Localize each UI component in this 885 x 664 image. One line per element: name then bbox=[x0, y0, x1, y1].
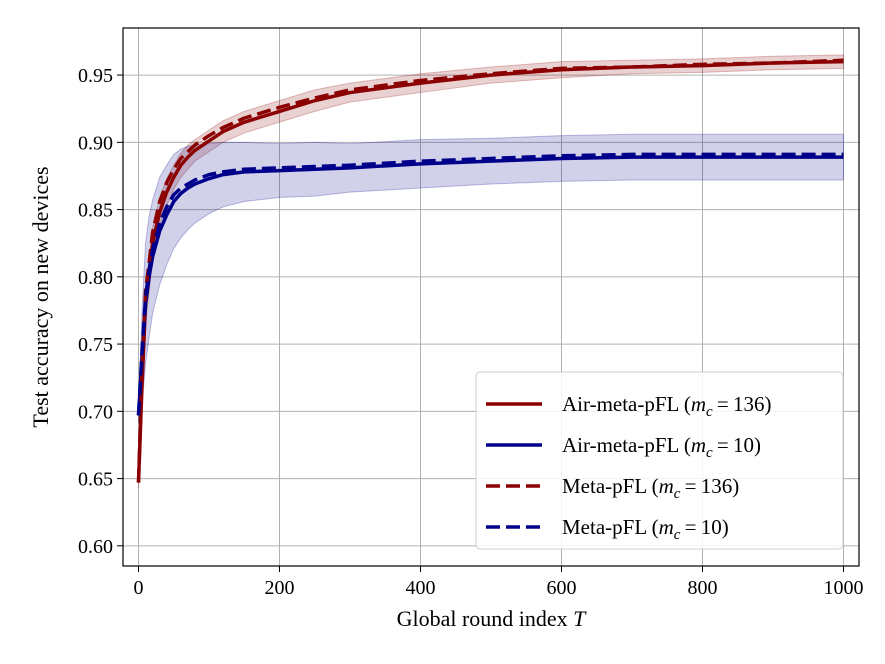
legend-label-3: Meta-pFL (mc = 10) bbox=[562, 515, 729, 543]
x-axis-label: Global round index T bbox=[397, 606, 588, 631]
series-1-band bbox=[138, 133, 844, 424]
x-tick-label: 400 bbox=[406, 577, 436, 599]
x-tick-label: 200 bbox=[265, 577, 295, 599]
series-1-line bbox=[136, 155, 844, 416]
x-tick-label: 1000 bbox=[823, 577, 863, 599]
legend-label-2: Meta-pFL (mc = 136) bbox=[562, 474, 739, 502]
axis-ticks: 0 200 400 600 800 1000 0.60 0.65 0.70 0.75 0.80 0.8… bbox=[78, 65, 863, 599]
y-tick-label: 0.60 bbox=[78, 536, 113, 558]
confidence-bands bbox=[138, 54, 844, 489]
y-tick-label: 0.70 bbox=[78, 401, 113, 423]
legend-box bbox=[475, 371, 844, 550]
y-tick-label: 0.95 bbox=[78, 65, 113, 87]
y-axis-label: Test accuracy on new devices bbox=[28, 166, 53, 427]
series-0-band bbox=[138, 54, 844, 489]
series-lines bbox=[136, 58, 844, 483]
y-tick-label: 0.85 bbox=[78, 200, 113, 222]
series-3-line bbox=[136, 152, 844, 416]
y-tick-label: 0.75 bbox=[78, 334, 113, 356]
legend: Air-meta-pFL (mc = 136) Air-meta-pFL (mc … bbox=[475, 371, 844, 550]
x-tick-label: 600 bbox=[546, 577, 576, 599]
legend-label-0: Air-meta-pFL (mc = 136) bbox=[562, 392, 771, 420]
x-tick-label: 0 bbox=[134, 577, 144, 599]
legend-label-1: Air-meta-pFL (mc = 10) bbox=[562, 433, 761, 461]
y-tick-label: 0.90 bbox=[78, 132, 113, 154]
x-tick-label: 800 bbox=[687, 577, 717, 599]
y-tick-label: 0.80 bbox=[78, 267, 113, 289]
series-2-line bbox=[136, 58, 844, 483]
y-tick-label: 0.65 bbox=[78, 469, 113, 491]
plot-frame bbox=[122, 27, 860, 567]
